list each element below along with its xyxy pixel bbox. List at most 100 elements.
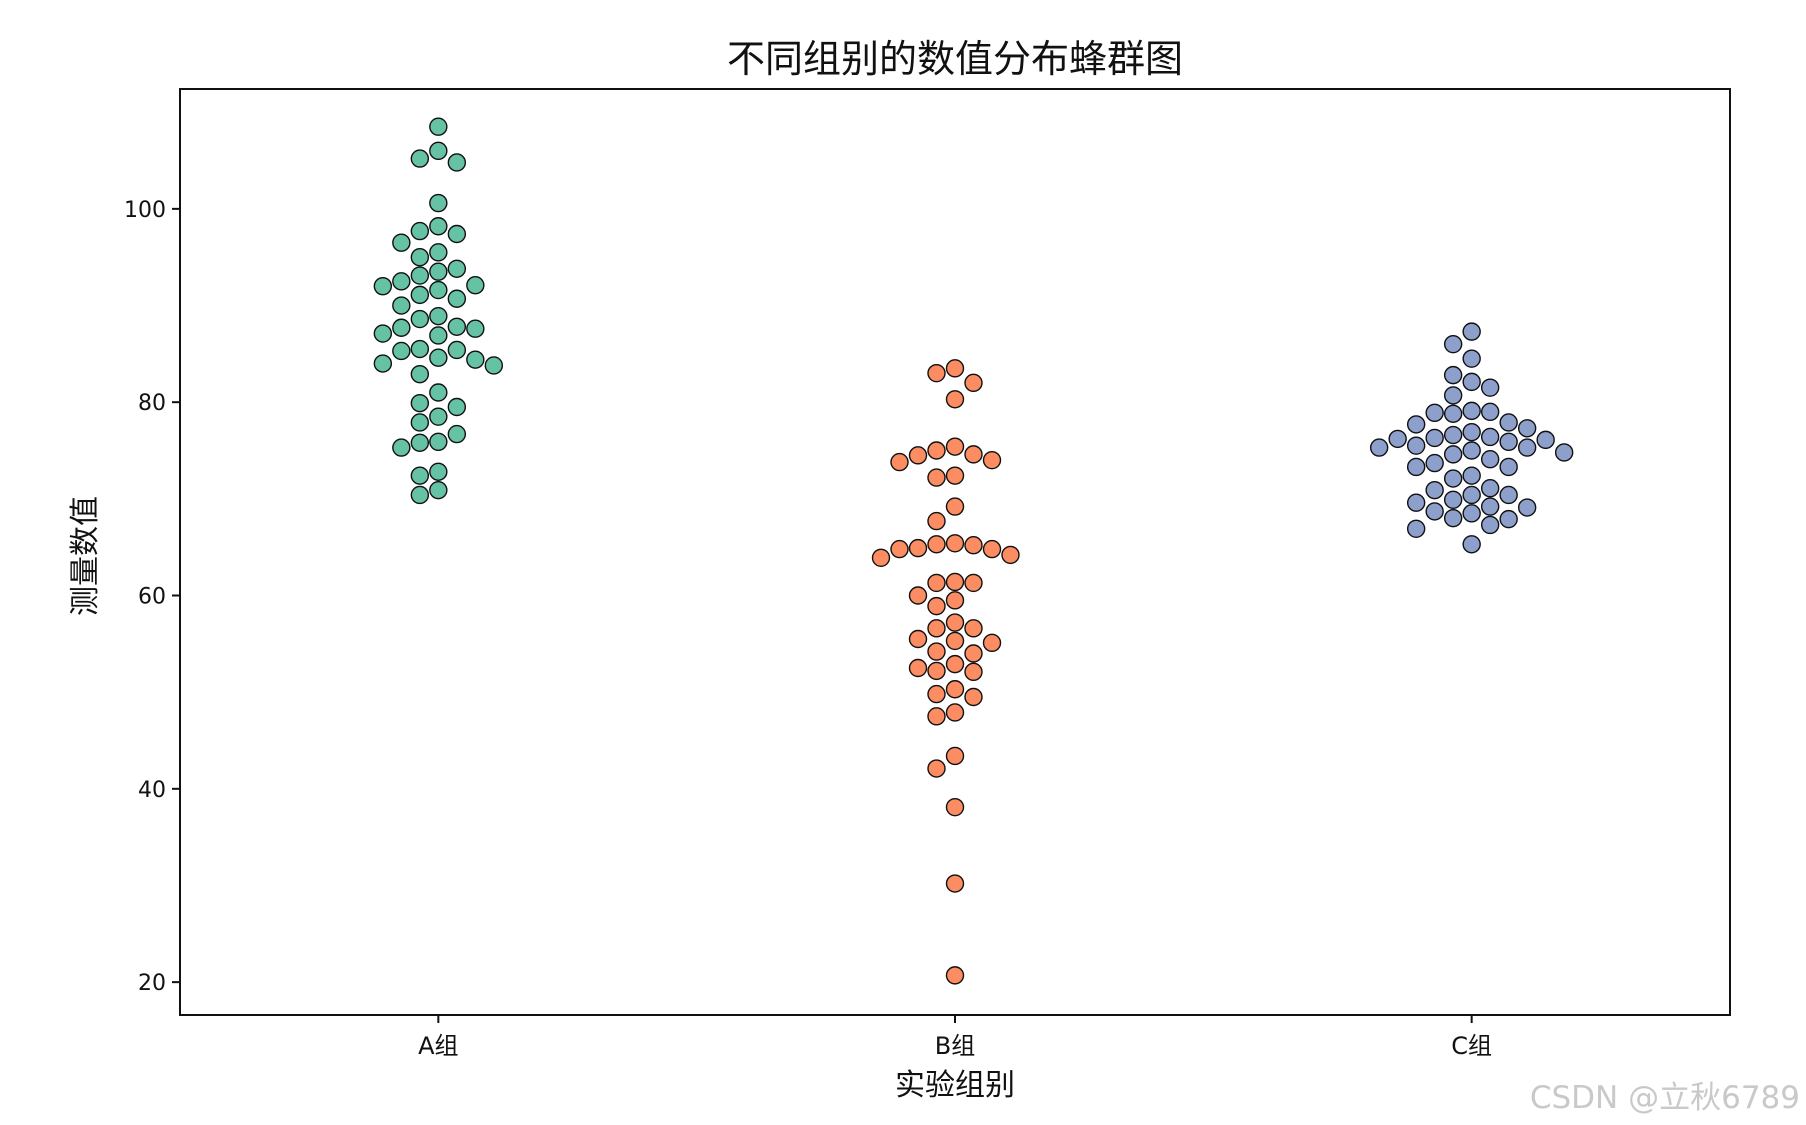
- data-point: [1369, 438, 1389, 457]
- data-point: [429, 407, 448, 426]
- data-point: [908, 446, 928, 465]
- data-point: [1406, 519, 1426, 539]
- data-point: [1480, 427, 1500, 447]
- data-point: [392, 438, 411, 457]
- data-point: [1499, 485, 1518, 505]
- y-tick-label: 80: [138, 391, 166, 416]
- x-axis-label: 实验组别: [895, 1068, 1015, 1103]
- chart-title: 不同组别的数值分布蜂群图: [727, 37, 1183, 81]
- data-point: [964, 644, 983, 663]
- data-point: [1480, 479, 1500, 498]
- data-point: [1443, 404, 1463, 423]
- data-point: [1480, 515, 1500, 535]
- data-point: [1499, 432, 1518, 452]
- data-point: [1462, 401, 1481, 421]
- data-point: [1480, 402, 1500, 422]
- data-point: [410, 221, 430, 241]
- x-tick-label: C组: [1451, 1032, 1492, 1060]
- data-point: [392, 233, 411, 252]
- data-point: [1536, 430, 1555, 450]
- data-point: [1499, 509, 1518, 529]
- data-point: [927, 535, 946, 554]
- data-point: [1462, 372, 1481, 392]
- points-layer: [373, 117, 1574, 985]
- data-point: [1406, 457, 1426, 477]
- data-point: [1443, 425, 1463, 445]
- data-point: [447, 340, 467, 360]
- data-point: [373, 354, 393, 373]
- data-point: [945, 534, 965, 553]
- x-tick-label: B组: [935, 1032, 975, 1060]
- data-point: [429, 306, 448, 326]
- data-point: [429, 262, 448, 281]
- data-point: [1462, 504, 1481, 523]
- data-point: [392, 318, 411, 337]
- data-point: [964, 373, 983, 393]
- data-point: [410, 247, 430, 267]
- data-point: [484, 356, 504, 375]
- data-point: [945, 797, 965, 817]
- x-tick-label: A组: [418, 1032, 458, 1060]
- y-axis-label: 测量数值: [68, 496, 103, 616]
- data-point: [945, 466, 965, 485]
- data-point: [945, 390, 965, 409]
- data-point: [982, 633, 1002, 653]
- data-point: [964, 619, 983, 638]
- data-point: [1406, 436, 1426, 455]
- data-point: [410, 466, 430, 485]
- data-point: [1443, 445, 1463, 464]
- data-point: [447, 224, 467, 244]
- data-point: [945, 966, 965, 985]
- data-point: [1462, 535, 1481, 554]
- data-point: [890, 539, 909, 559]
- data-point: [927, 759, 946, 778]
- data-point: [1517, 438, 1537, 457]
- data-point: [871, 548, 891, 567]
- data-point: [1499, 413, 1518, 432]
- data-point: [1406, 415, 1426, 434]
- data-point: [429, 141, 448, 161]
- data-point: [964, 687, 983, 707]
- data-point: [927, 363, 946, 383]
- data-point: [447, 397, 467, 417]
- data-point: [1462, 441, 1481, 460]
- data-point: [964, 662, 983, 682]
- data-point: [1443, 490, 1463, 510]
- data-point: [908, 538, 928, 558]
- data-point: [908, 629, 928, 649]
- data-point: [982, 539, 1002, 559]
- data-point: [1443, 334, 1463, 354]
- data-point: [1462, 322, 1481, 341]
- data-point: [927, 661, 946, 681]
- data-point: [466, 350, 485, 369]
- data-point: [1462, 422, 1481, 442]
- data-point: [945, 703, 965, 722]
- data-point: [1388, 429, 1407, 449]
- data-point: [1425, 403, 1444, 423]
- data-point: [447, 424, 467, 444]
- data-point: [392, 272, 411, 291]
- data-point: [1425, 502, 1444, 521]
- data-point: [927, 642, 946, 661]
- data-point: [410, 433, 430, 452]
- watermark: CSDN @立秋6789: [1529, 1080, 1800, 1116]
- data-point: [1517, 498, 1537, 517]
- data-point: [410, 285, 430, 305]
- data-point: [410, 149, 430, 168]
- data-point: [945, 572, 965, 592]
- data-point: [429, 383, 448, 402]
- data-point: [927, 573, 946, 593]
- data-point: [429, 462, 448, 481]
- data-point: [466, 276, 485, 295]
- data-point: [982, 450, 1002, 470]
- data-point: [964, 573, 983, 593]
- data-point: [1499, 457, 1518, 477]
- data-point: [1554, 443, 1574, 462]
- data-point: [410, 413, 430, 432]
- data-point: [410, 339, 430, 359]
- data-point: [1480, 378, 1500, 397]
- y-tick-label: 20: [138, 971, 166, 996]
- data-point: [1462, 485, 1481, 505]
- data-point: [429, 117, 448, 136]
